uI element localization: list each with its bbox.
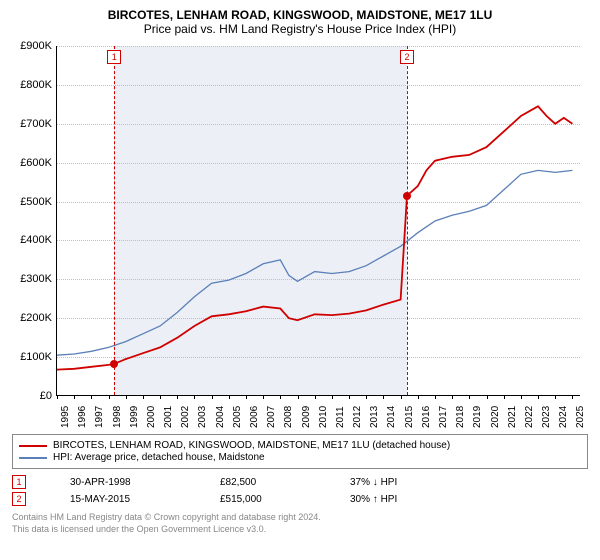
chart-area: 12 £0£100K£200K£300K£400K£500K£600K£700K…	[10, 40, 590, 430]
x-label: 2019	[472, 406, 483, 428]
annotation-row: 130-APR-1998£82,50037% ↓ HPI	[12, 475, 588, 489]
x-label: 2024	[558, 406, 569, 428]
x-label: 2011	[335, 406, 346, 428]
x-label: 2022	[524, 406, 535, 428]
annotation-row: 215-MAY-2015£515,00030% ↑ HPI	[12, 492, 588, 506]
marker-box: 2	[400, 50, 414, 64]
x-label: 2002	[180, 406, 191, 428]
legend: BIRCOTES, LENHAM ROAD, KINGSWOOD, MAIDST…	[12, 434, 588, 469]
x-label: 2016	[421, 406, 432, 428]
marker-box: 1	[107, 50, 121, 64]
x-label: 2018	[455, 406, 466, 428]
x-label: 2012	[352, 406, 363, 428]
x-label: 2020	[490, 406, 501, 428]
x-label: 2010	[318, 406, 329, 428]
footer: Contains HM Land Registry data © Crown c…	[12, 512, 588, 535]
x-label: 2023	[541, 406, 552, 428]
y-label: £600K	[12, 157, 52, 169]
x-label: 1995	[60, 406, 71, 428]
plot-region: 12	[56, 46, 580, 396]
legend-swatch-blue	[19, 457, 47, 459]
x-label: 2017	[438, 406, 449, 428]
x-label: 2009	[301, 406, 312, 428]
x-label: 2008	[283, 406, 294, 428]
footer-line1: Contains HM Land Registry data © Crown c…	[12, 512, 588, 524]
y-label: £800K	[12, 79, 52, 91]
line-series	[57, 46, 581, 396]
legend-label-blue: HPI: Average price, detached house, Maid…	[53, 452, 265, 463]
legend-item-red: BIRCOTES, LENHAM ROAD, KINGSWOOD, MAIDST…	[19, 440, 581, 451]
x-label: 2025	[575, 406, 586, 428]
x-label: 2004	[215, 406, 226, 428]
y-label: £400K	[12, 234, 52, 246]
chart-container: BIRCOTES, LENHAM ROAD, KINGSWOOD, MAIDST…	[0, 0, 600, 560]
x-label: 2014	[386, 406, 397, 428]
y-label: £0	[12, 390, 52, 402]
x-label: 2000	[146, 406, 157, 428]
legend-swatch-red	[19, 445, 47, 447]
x-label: 2007	[266, 406, 277, 428]
annotations: 130-APR-1998£82,50037% ↓ HPI 215-MAY-2015…	[10, 475, 590, 506]
legend-label-red: BIRCOTES, LENHAM ROAD, KINGSWOOD, MAIDST…	[53, 440, 450, 451]
x-label: 2013	[369, 406, 380, 428]
x-label: 1996	[77, 406, 88, 428]
x-label: 2021	[507, 406, 518, 428]
x-label: 1998	[112, 406, 123, 428]
footer-line2: This data is licensed under the Open Gov…	[12, 524, 588, 536]
x-label: 1999	[129, 406, 140, 428]
legend-item-blue: HPI: Average price, detached house, Maid…	[19, 452, 581, 463]
chart-title: BIRCOTES, LENHAM ROAD, KINGSWOOD, MAIDST…	[10, 8, 590, 22]
y-label: £200K	[12, 312, 52, 324]
y-label: £500K	[12, 196, 52, 208]
x-label: 1997	[94, 406, 105, 428]
x-label: 2003	[197, 406, 208, 428]
x-label: 2015	[404, 406, 415, 428]
x-label: 2001	[163, 406, 174, 428]
chart-subtitle: Price paid vs. HM Land Registry's House …	[10, 22, 590, 36]
y-label: £900K	[12, 40, 52, 52]
y-label: £300K	[12, 273, 52, 285]
y-label: £100K	[12, 351, 52, 363]
x-label: 2005	[232, 406, 243, 428]
y-label: £700K	[12, 118, 52, 130]
x-label: 2006	[249, 406, 260, 428]
